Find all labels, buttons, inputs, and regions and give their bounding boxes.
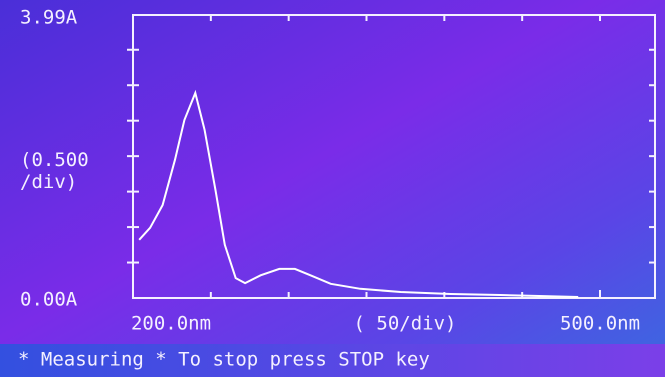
status-text: * Measuring * To stop press STOP key xyxy=(18,349,430,371)
y-tick-label: 3.99A xyxy=(20,7,78,29)
x-tick-label: 500.0nm xyxy=(560,313,640,335)
page: {"chart_data": {"type": "line", "x": [20… xyxy=(0,0,665,377)
x-tick-label: 200.0nm xyxy=(131,313,211,335)
y-tick-label: 0.00A xyxy=(20,289,78,311)
x-division-label: ( 50/div) xyxy=(354,313,457,335)
screen: * Measuring * To stop press STOP key 0.0… xyxy=(0,0,665,377)
